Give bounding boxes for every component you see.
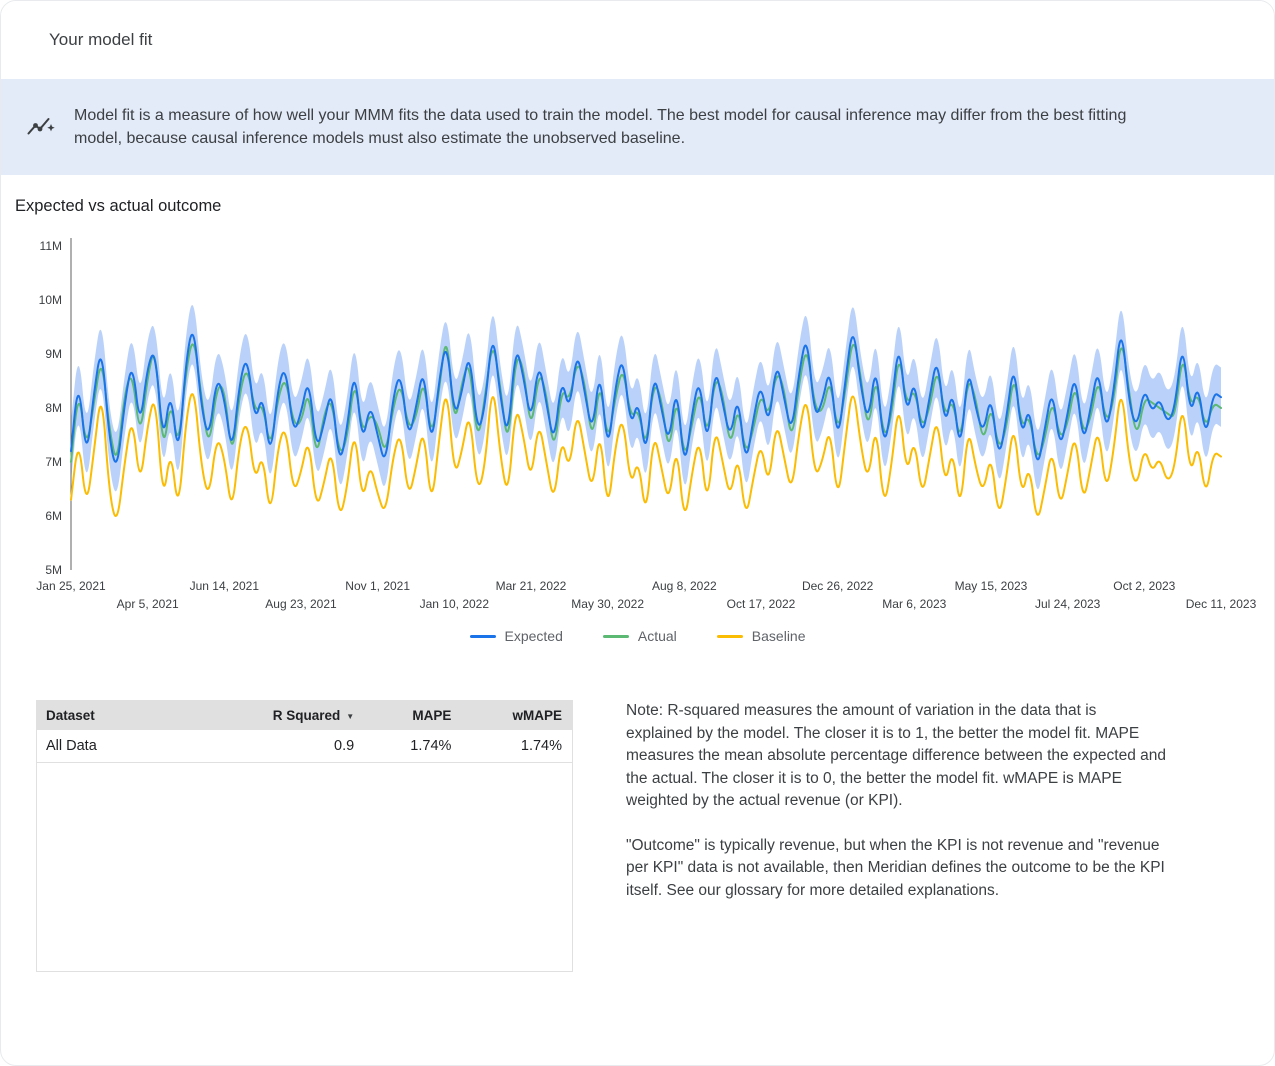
- table-row[interactable]: All Data 0.9 1.74% 1.74%: [37, 730, 572, 763]
- x-tick-label: Dec 11, 2023: [1186, 597, 1257, 611]
- x-tick-label: Oct 2, 2023: [1113, 579, 1175, 593]
- x-tick-label: Aug 8, 2022: [652, 579, 717, 593]
- legend-swatch-baseline: [716, 634, 743, 638]
- sort-arrow-icon: ▼: [346, 712, 355, 721]
- column-header-wmape[interactable]: wMAPE: [461, 701, 572, 730]
- x-tick-label: Jan 10, 2022: [420, 597, 490, 611]
- x-tick-label: Jul 24, 2023: [1035, 597, 1101, 611]
- series-line-expected: [70, 333, 1222, 463]
- y-tick-label: 8M: [45, 401, 62, 415]
- cell-r-squared: 0.9: [202, 730, 365, 763]
- y-tick-label: 7M: [45, 455, 62, 469]
- legend-item-expected[interactable]: Expected: [469, 628, 563, 644]
- y-tick-label: 9M: [45, 347, 62, 361]
- column-header-dataset[interactable]: Dataset: [37, 701, 203, 730]
- legend-item-actual[interactable]: Actual: [602, 628, 677, 644]
- insights-icon: [27, 118, 55, 135]
- legend-label-baseline: Baseline: [751, 628, 806, 644]
- y-tick-label: 10M: [39, 293, 62, 307]
- info-banner: Model fit is a measure of how well your …: [1, 79, 1274, 175]
- legend-item-baseline[interactable]: Baseline: [716, 628, 806, 644]
- chart-legend: Expected Actual Baseline: [1, 626, 1274, 646]
- note-paragraph-1: Note: R-squared measures the amount of v…: [626, 702, 1167, 809]
- note-text: Note: R-squared measures the amount of v…: [626, 700, 1166, 924]
- bottom-section: Dataset R Squared ▼ MAPE wMAPE All Data 0…: [1, 700, 1274, 972]
- legend-swatch-expected: [469, 634, 496, 638]
- y-tick-label: 5M: [45, 563, 62, 577]
- cell-dataset: All Data: [37, 730, 203, 763]
- y-tick-label: 6M: [45, 509, 62, 523]
- x-tick-label: Aug 23, 2021: [265, 597, 337, 611]
- column-header-r-squared-label: R Squared: [272, 708, 341, 723]
- card-header: Your model fit: [1, 1, 1274, 79]
- x-tick-label: Oct 17, 2022: [727, 597, 796, 611]
- x-tick-label: Apr 5, 2021: [117, 597, 179, 611]
- x-tick-label: Nov 1, 2021: [345, 579, 410, 593]
- column-header-mape[interactable]: MAPE: [364, 701, 462, 730]
- confidence-band: [71, 305, 1221, 492]
- x-tick-label: Mar 6, 2023: [882, 597, 946, 611]
- note-paragraph-2: "Outcome" is typically revenue, but when…: [626, 836, 1165, 899]
- banner-icon-wrap: [26, 113, 56, 141]
- chart-section-title: Expected vs actual outcome: [15, 197, 222, 215]
- page-title: Your model fit: [49, 30, 153, 49]
- column-header-r-squared[interactable]: R Squared ▼: [202, 701, 365, 730]
- table-header-row: Dataset R Squared ▼ MAPE wMAPE: [37, 701, 572, 730]
- x-tick-label: Jan 25, 2021: [36, 579, 106, 593]
- y-tick-label: 11M: [40, 239, 62, 253]
- cell-mape: 1.74%: [364, 730, 462, 763]
- legend-label-actual: Actual: [637, 628, 677, 644]
- series-line-baseline: [70, 393, 1222, 517]
- model-fit-table: Dataset R Squared ▼ MAPE wMAPE All Data 0…: [36, 700, 573, 972]
- banner-text: Model fit is a measure of how well your …: [74, 107, 1127, 147]
- x-tick-label: Jun 14, 2021: [190, 579, 260, 593]
- legend-swatch-actual: [602, 634, 629, 638]
- cell-wmape: 1.74%: [461, 730, 572, 763]
- legend-label-expected: Expected: [504, 628, 563, 644]
- x-tick-label: Dec 26, 2022: [802, 579, 874, 593]
- x-tick-label: May 15, 2023: [955, 579, 1028, 593]
- expected-vs-actual-chart: 5M 6M 7M 8M 9M 10M 11M Jan 25, 2021 Apr 5, 2021 J…: [36, 238, 1257, 611]
- x-tick-label: May 30, 2022: [571, 597, 644, 611]
- x-tick-label: Mar 21, 2022: [496, 579, 567, 593]
